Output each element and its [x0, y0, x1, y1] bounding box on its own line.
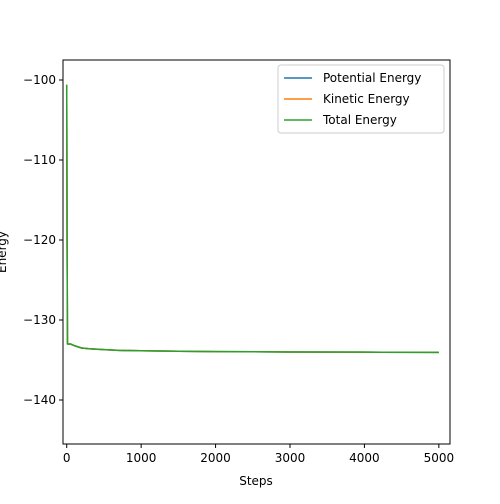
x-tick-label: 5000 [424, 451, 455, 465]
x-ticks: 0 1000 2000 3000 4000 5000 [63, 444, 454, 465]
y-tick-label: −120 [23, 233, 56, 247]
y-tick-label: −130 [23, 313, 56, 327]
x-axis-label: Steps [239, 474, 273, 488]
y-axis-label: Energy [0, 231, 9, 273]
x-tick-label: 4000 [349, 451, 380, 465]
x-tick-label: 1000 [126, 451, 157, 465]
x-tick-label: 2000 [200, 451, 231, 465]
plot-area-frame [62, 59, 451, 445]
series-layer [65, 84, 439, 354]
y-ticks: −100 −110 −120 −130 −140 [23, 73, 63, 407]
legend-label-3: Total Energy [322, 113, 397, 127]
series-line-3 [65, 84, 439, 354]
y-tick-label: −110 [23, 153, 56, 167]
legend-box [277, 64, 445, 134]
y-tick-label: −140 [23, 393, 56, 407]
x-tick-label: 0 [63, 451, 71, 465]
legend-label-2: Kinetic Energy [323, 92, 410, 106]
legend-label-1: Potential Energy [323, 71, 421, 85]
y-tick-label: −100 [23, 73, 56, 87]
x-tick-label: 3000 [275, 451, 306, 465]
legend: Potential Energy Kinetic Energy Total Ener… [277, 64, 445, 134]
